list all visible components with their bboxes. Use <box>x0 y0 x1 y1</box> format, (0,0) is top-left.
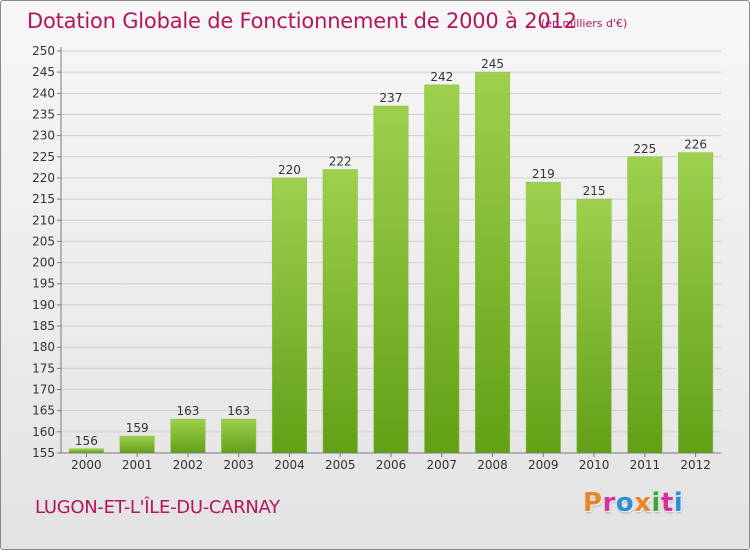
x-tick-label-2007: 2007 <box>426 458 457 472</box>
data-label-2010: 215 <box>583 184 606 198</box>
bar-2000 <box>68 448 104 454</box>
y-tick-label: 195 <box>32 277 55 291</box>
y-tick-label: 180 <box>32 340 55 354</box>
x-tick-label-2008: 2008 <box>477 458 508 472</box>
x-tick-label-2002: 2002 <box>173 458 204 472</box>
data-label-2011: 225 <box>633 142 656 156</box>
chart-title: Dotation Globale de Fonctionnement de 20… <box>27 9 577 33</box>
logo-letter: r <box>602 488 616 518</box>
commune-name: LUGON-ET-L'ÎLE-DU-CARNAY <box>35 497 280 518</box>
y-tick-label: 200 <box>32 256 55 270</box>
bar-2006 <box>373 105 409 454</box>
bar-2003 <box>221 418 257 454</box>
x-tick-label-2011: 2011 <box>630 458 661 472</box>
y-tick-label: 205 <box>32 234 55 248</box>
logo-letter: P <box>583 488 603 518</box>
y-tick-label: 210 <box>32 213 55 227</box>
bars <box>68 71 714 454</box>
data-label-2000: 156 <box>75 434 98 448</box>
x-tick-label-2012: 2012 <box>680 458 711 472</box>
logo-letter: i <box>651 488 661 518</box>
bar-2011 <box>627 156 663 454</box>
bar-2008 <box>475 71 511 454</box>
bar-2007 <box>424 84 460 454</box>
bar-2004 <box>271 177 307 454</box>
bar-2002 <box>170 418 206 454</box>
x-tick-label-2005: 2005 <box>325 458 356 472</box>
x-tick-label-2009: 2009 <box>528 458 559 472</box>
data-label-2003: 163 <box>227 404 250 418</box>
x-tick-label-2000: 2000 <box>71 458 102 472</box>
y-tick-label: 175 <box>32 361 55 375</box>
y-tick-label: 245 <box>32 65 55 79</box>
data-label-2004: 220 <box>278 163 301 177</box>
data-label-2008: 245 <box>481 57 504 71</box>
y-tick-label: 185 <box>32 319 55 333</box>
y-tick-label: 220 <box>32 171 55 185</box>
y-tick-label: 215 <box>32 192 55 206</box>
y-tick-label: 230 <box>32 129 55 143</box>
y-tick-label: 170 <box>32 383 55 397</box>
logo-letter: i <box>673 488 684 518</box>
y-tick-label: 160 <box>32 425 55 439</box>
y-tick-label: 155 <box>32 446 55 460</box>
logo-letter: x <box>634 488 652 518</box>
y-tick-label: 165 <box>32 404 55 418</box>
data-label-2007: 242 <box>430 70 453 84</box>
logo-letter: t <box>660 488 674 518</box>
bar-2009 <box>525 181 561 454</box>
data-label-2005: 222 <box>329 154 352 168</box>
data-label-2012: 226 <box>684 138 707 152</box>
bar-2012 <box>678 152 714 454</box>
x-tick-label-2001: 2001 <box>122 458 153 472</box>
y-tick-label: 190 <box>32 298 55 312</box>
data-label-2001: 159 <box>126 421 149 435</box>
bar-2005 <box>322 169 358 454</box>
data-label-2002: 163 <box>176 404 199 418</box>
x-tick-label-2004: 2004 <box>274 458 305 472</box>
y-tick-label: 240 <box>32 86 55 100</box>
logo-letter: o <box>615 488 635 518</box>
x-tick-label-2006: 2006 <box>376 458 407 472</box>
x-tick-label-2003: 2003 <box>223 458 254 472</box>
y-tick-label: 250 <box>32 44 55 58</box>
labels: 155 160 165 170 175 180 185 190 195 200 205 210 215 2… <box>32 44 711 472</box>
y-tick-label: 235 <box>32 107 55 121</box>
data-label-2009: 219 <box>532 167 555 181</box>
chart-subtitle: (en milliers d'€) <box>541 17 628 30</box>
axes <box>57 47 721 457</box>
proxiti-logo[interactable]: Proxiti <box>583 488 683 518</box>
x-tick-label-2010: 2010 <box>579 458 610 472</box>
y-tick-label: 225 <box>32 150 55 164</box>
bar-2001 <box>119 435 155 454</box>
bar-2010 <box>576 198 612 454</box>
data-label-2006: 237 <box>380 91 403 105</box>
